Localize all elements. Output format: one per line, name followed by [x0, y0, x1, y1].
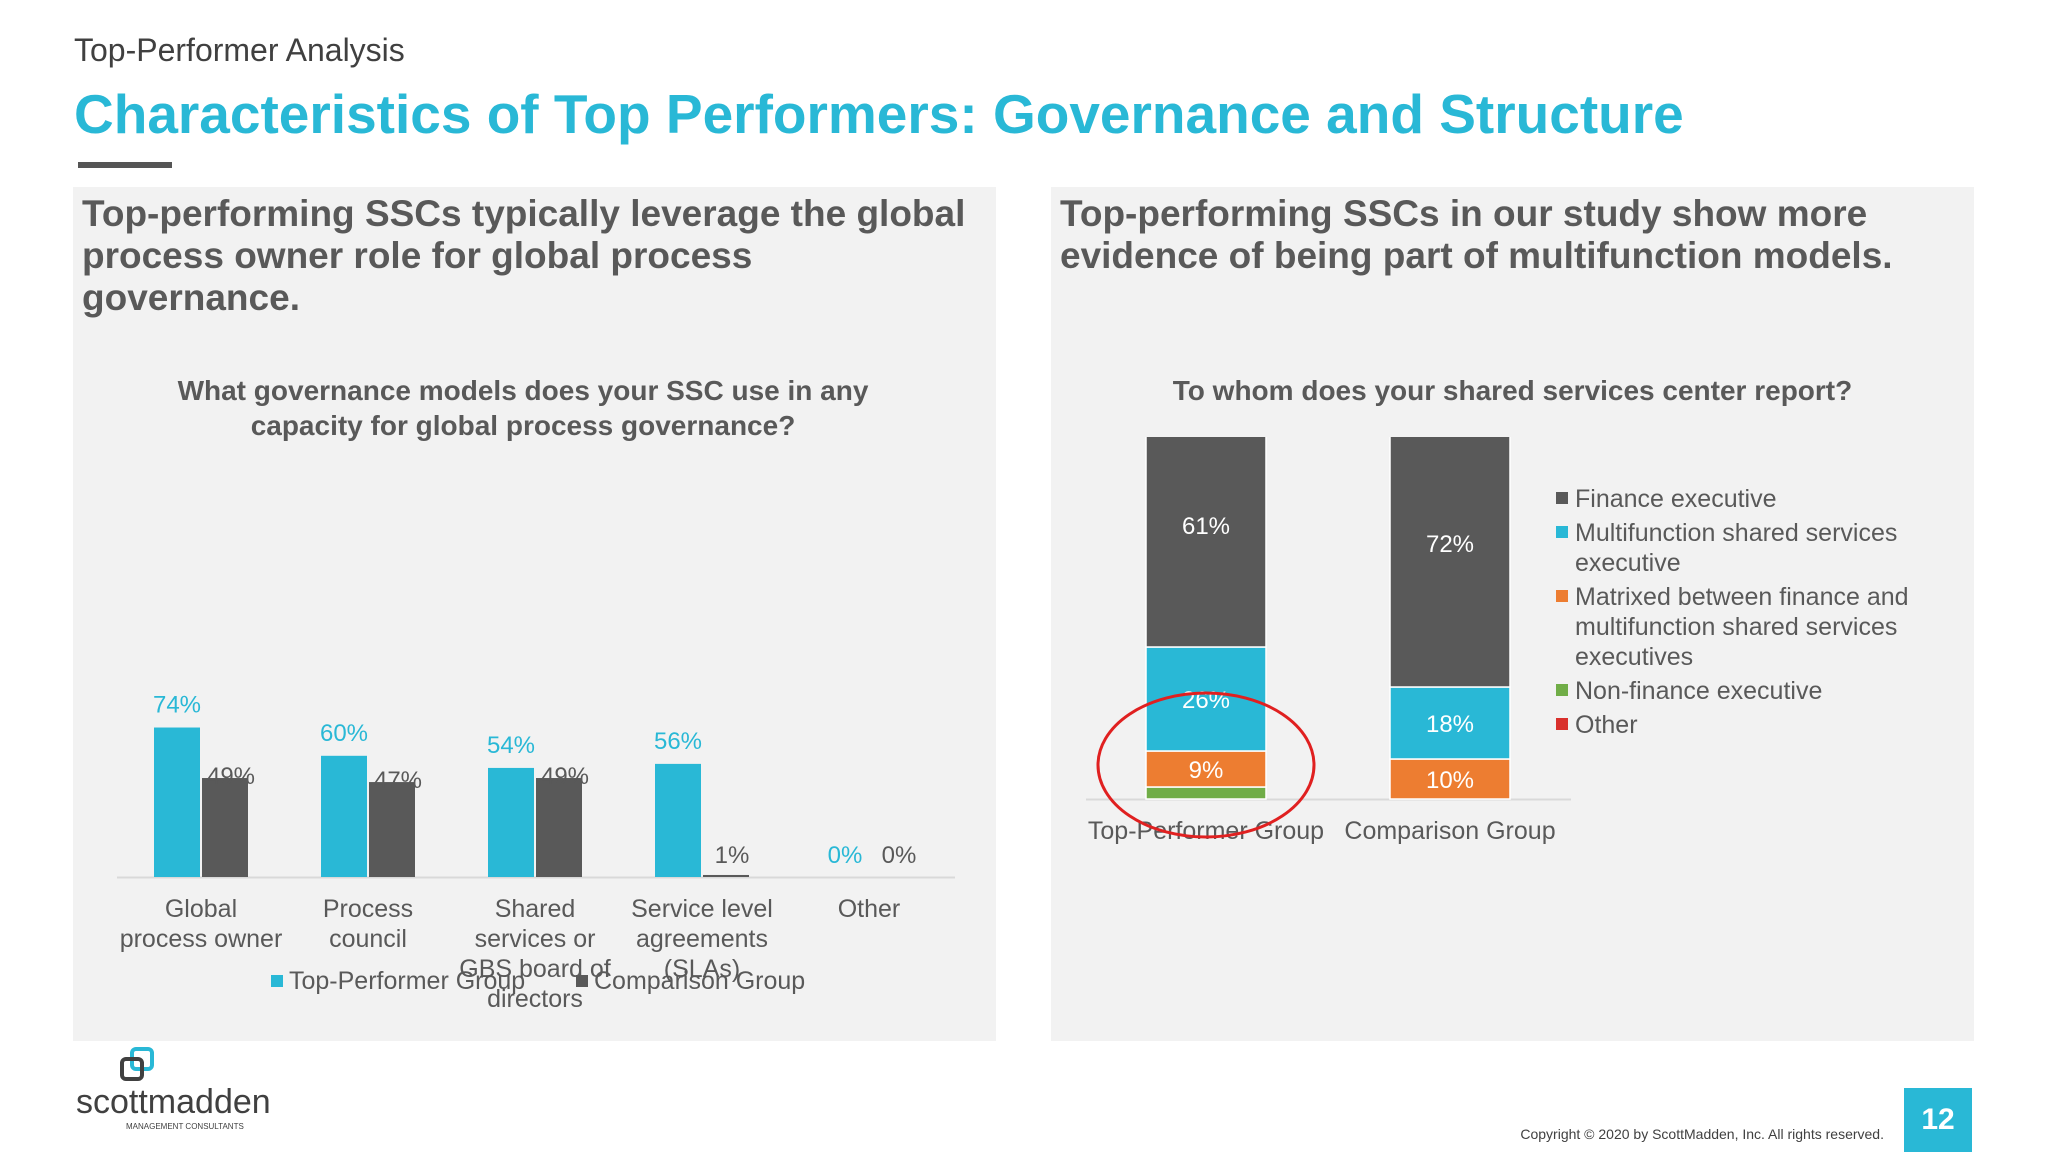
segment-label: 72% [1426, 531, 1474, 558]
legend-swatch [576, 975, 588, 987]
bar-comparison [536, 778, 582, 877]
bar-comparison [703, 874, 749, 877]
data-label-top-performer: 60% [320, 720, 368, 747]
segment [1389, 758, 1511, 800]
right-chart-question: To whom does your shared services center… [1172, 375, 1853, 406]
category-label: Top-Performer Group [1088, 817, 1324, 845]
bar-comparison [202, 778, 248, 877]
segment [1145, 786, 1267, 800]
segment [1145, 437, 1267, 648]
page-number: 12 [1904, 1088, 1972, 1152]
category-label: Shared [495, 895, 576, 923]
legend-label: Finance executive [1575, 485, 1777, 513]
category-label: process owner [120, 925, 283, 953]
data-label-top-performer: 0% [828, 842, 863, 869]
scottmadden-logo: scottmadden MANAGEMENT CONSULTANTS [76, 1047, 271, 1131]
category-label: (SLAs) [664, 955, 740, 983]
segment [1145, 750, 1267, 788]
right-panel-heading: Top-performing SSCs in our study show mo… [1060, 193, 1893, 276]
segment-label: 26% [1182, 687, 1230, 714]
category-label: services or [475, 925, 596, 953]
data-label-top-performer: 54% [487, 732, 535, 759]
right-panel: Top-performing SSCs in our study show mo… [1051, 187, 1974, 1041]
legend-label: multifunction shared services [1575, 613, 1897, 641]
category-label: agreements [636, 925, 768, 953]
segment-label: 18% [1426, 711, 1474, 738]
legend-swatch [1556, 492, 1568, 504]
legend-label: Comparison Group [594, 967, 805, 995]
left-panel: Top-performing SSCs typically leverage t… [73, 187, 996, 1041]
page-title: Characteristics of Top Performers: Gover… [74, 83, 1684, 145]
bar-top-performer [488, 767, 534, 877]
segment [1389, 686, 1511, 760]
data-label-comparison: 49% [541, 763, 589, 790]
data-label-comparison: 49% [207, 763, 255, 790]
legend-swatch [1556, 684, 1568, 696]
segment-label: 10% [1426, 767, 1474, 794]
category-label: directors [487, 985, 583, 1013]
data-label-comparison: 0% [882, 842, 917, 869]
category-label: Process [323, 895, 413, 923]
category-label: Global [165, 895, 237, 923]
legend-swatch [1556, 718, 1568, 730]
legend-swatch [1556, 526, 1568, 538]
title-underline [78, 162, 172, 168]
logo-mark-icon [120, 1047, 154, 1081]
logo-wordmark: scottmadden [76, 1083, 271, 1121]
category-label: Comparison Group [1344, 817, 1555, 845]
bar-top-performer [321, 755, 367, 877]
legend-swatch [271, 975, 283, 987]
segment-label: 61% [1182, 513, 1230, 540]
copyright-notice: Copyright © 2020 by ScottMadden, Inc. Al… [1520, 1126, 1884, 1142]
reporting-stacked-chart: 9% 26% 61% Top-Performer Group 10% 18% 72% Comp… [1086, 437, 1909, 845]
legend-label: Other [1575, 711, 1638, 739]
highlight-circle [1096, 691, 1316, 839]
data-label-comparison: 1% [715, 842, 750, 869]
category-label: council [329, 925, 407, 953]
data-label-top-performer: 74% [153, 692, 201, 719]
left-chart-question: What governance models does your SSC use… [177, 375, 869, 441]
section-kicker: Top-Performer Analysis [74, 32, 405, 68]
legend-label: Top-Performer Group [289, 967, 525, 995]
category-label: Other [838, 895, 901, 923]
category-label: Service level [631, 895, 773, 923]
legend-label: Matrixed between finance and [1575, 583, 1909, 611]
data-label-comparison: 47% [374, 767, 422, 794]
legend-label: Multifunction shared services [1575, 519, 1897, 547]
bar-top-performer [154, 727, 200, 877]
legend-label: executive [1575, 549, 1681, 577]
logo-subtitle: MANAGEMENT CONSULTANTS [126, 1122, 244, 1131]
segment [1389, 437, 1511, 688]
bar-top-performer [655, 763, 701, 877]
segment-label: 9% [1189, 757, 1224, 784]
left-panel-heading: Top-performing SSCs typically leverage t… [82, 193, 966, 318]
legend-label: Non-finance executive [1575, 677, 1822, 705]
bar-comparison [369, 782, 415, 877]
legend-label: executives [1575, 643, 1693, 671]
data-label-top-performer: 56% [654, 728, 702, 755]
legend-swatch [1556, 590, 1568, 602]
